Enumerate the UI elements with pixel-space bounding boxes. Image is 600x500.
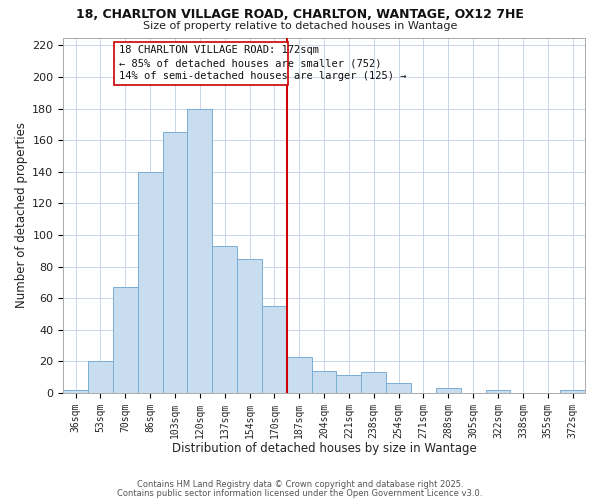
Bar xyxy=(113,287,137,393)
Text: 18 CHARLTON VILLAGE ROAD: 172sqm: 18 CHARLTON VILLAGE ROAD: 172sqm xyxy=(119,44,319,54)
Bar xyxy=(386,384,411,393)
Bar xyxy=(237,258,262,393)
Bar xyxy=(436,388,461,393)
Text: Size of property relative to detached houses in Wantage: Size of property relative to detached ho… xyxy=(143,21,457,31)
Bar xyxy=(88,362,113,393)
Bar xyxy=(163,132,187,393)
Text: ← 85% of detached houses are smaller (752): ← 85% of detached houses are smaller (75… xyxy=(119,58,382,68)
FancyBboxPatch shape xyxy=(114,42,288,85)
Bar xyxy=(337,376,361,393)
Bar xyxy=(262,306,287,393)
Bar xyxy=(485,390,511,393)
Bar xyxy=(187,108,212,393)
Bar xyxy=(212,246,237,393)
Text: Contains public sector information licensed under the Open Government Licence v3: Contains public sector information licen… xyxy=(118,488,482,498)
Bar xyxy=(287,356,311,393)
Text: Contains HM Land Registry data © Crown copyright and database right 2025.: Contains HM Land Registry data © Crown c… xyxy=(137,480,463,489)
Bar xyxy=(560,390,585,393)
X-axis label: Distribution of detached houses by size in Wantage: Distribution of detached houses by size … xyxy=(172,442,476,455)
Bar xyxy=(137,172,163,393)
Bar xyxy=(361,372,386,393)
Text: 14% of semi-detached houses are larger (125) →: 14% of semi-detached houses are larger (… xyxy=(119,72,407,82)
Bar xyxy=(63,390,88,393)
Text: 18, CHARLTON VILLAGE ROAD, CHARLTON, WANTAGE, OX12 7HE: 18, CHARLTON VILLAGE ROAD, CHARLTON, WAN… xyxy=(76,8,524,20)
Bar xyxy=(311,370,337,393)
Y-axis label: Number of detached properties: Number of detached properties xyxy=(15,122,28,308)
